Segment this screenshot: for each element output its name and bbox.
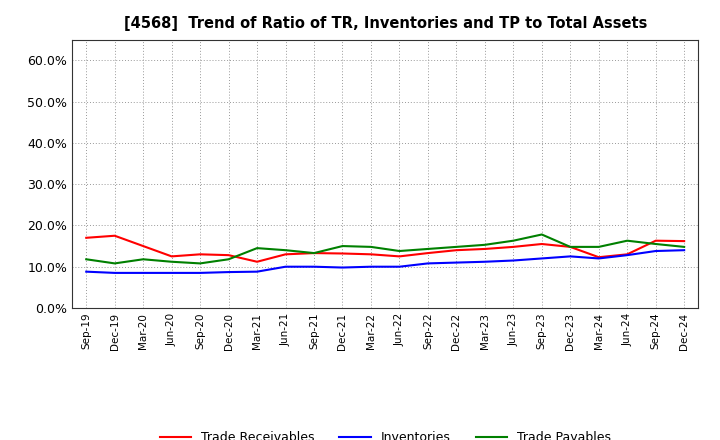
Inventories [366,264,375,269]
Inventories [196,270,204,275]
Trade Payables [395,248,404,253]
Inventories [623,253,631,258]
Inventories [452,260,461,265]
Trade Payables [338,243,347,249]
Trade Payables [595,244,603,249]
Trade Receivables [167,254,176,259]
Inventories [167,270,176,275]
Trade Receivables [253,259,261,264]
Title: [4568]  Trend of Ratio of TR, Inventories and TP to Total Assets: [4568] Trend of Ratio of TR, Inventories… [124,16,647,32]
Trade Receivables [623,252,631,257]
Trade Payables [623,238,631,243]
Trade Payables [423,246,432,252]
Trade Receivables [595,255,603,260]
Trade Payables [196,261,204,266]
Inventories [338,265,347,270]
Trade Payables [652,242,660,247]
Trade Receivables [366,252,375,257]
Trade Payables [167,259,176,264]
Trade Payables [310,250,318,256]
Legend: Trade Receivables, Inventories, Trade Payables: Trade Receivables, Inventories, Trade Pa… [155,426,616,440]
Trade Receivables [82,235,91,240]
Trade Receivables [196,252,204,257]
Trade Receivables [680,238,688,244]
Inventories [680,248,688,253]
Trade Receivables [452,248,461,253]
Trade Receivables [480,246,489,252]
Inventories [310,264,318,269]
Inventories [537,256,546,261]
Inventories [82,269,91,274]
Trade Payables [509,238,518,243]
Trade Payables [366,244,375,249]
Inventories [423,261,432,266]
Inventories [509,258,518,263]
Trade Receivables [395,254,404,259]
Trade Payables [139,257,148,262]
Trade Receivables [566,244,575,249]
Inventories [282,264,290,269]
Trade Receivables [652,238,660,243]
Trade Receivables [139,243,148,249]
Trade Receivables [310,250,318,256]
Line: Inventories: Inventories [86,250,684,273]
Inventories [480,259,489,264]
Trade Receivables [537,242,546,247]
Trade Receivables [338,251,347,256]
Trade Receivables [509,244,518,249]
Line: Trade Payables: Trade Payables [86,235,684,264]
Trade Payables [282,248,290,253]
Inventories [139,270,148,275]
Trade Payables [110,261,119,266]
Inventories [595,256,603,261]
Inventories [253,269,261,274]
Trade Payables [537,232,546,237]
Inventories [395,264,404,269]
Inventories [110,270,119,275]
Trade Receivables [110,233,119,238]
Trade Payables [452,244,461,249]
Trade Payables [566,244,575,249]
Trade Receivables [225,253,233,258]
Trade Payables [253,246,261,251]
Trade Payables [82,257,91,262]
Inventories [566,254,575,259]
Inventories [652,248,660,253]
Trade Receivables [423,250,432,256]
Trade Payables [225,257,233,262]
Inventories [225,269,233,275]
Trade Payables [680,244,688,249]
Trade Receivables [282,252,290,257]
Line: Trade Receivables: Trade Receivables [86,236,684,262]
Trade Payables [480,242,489,247]
